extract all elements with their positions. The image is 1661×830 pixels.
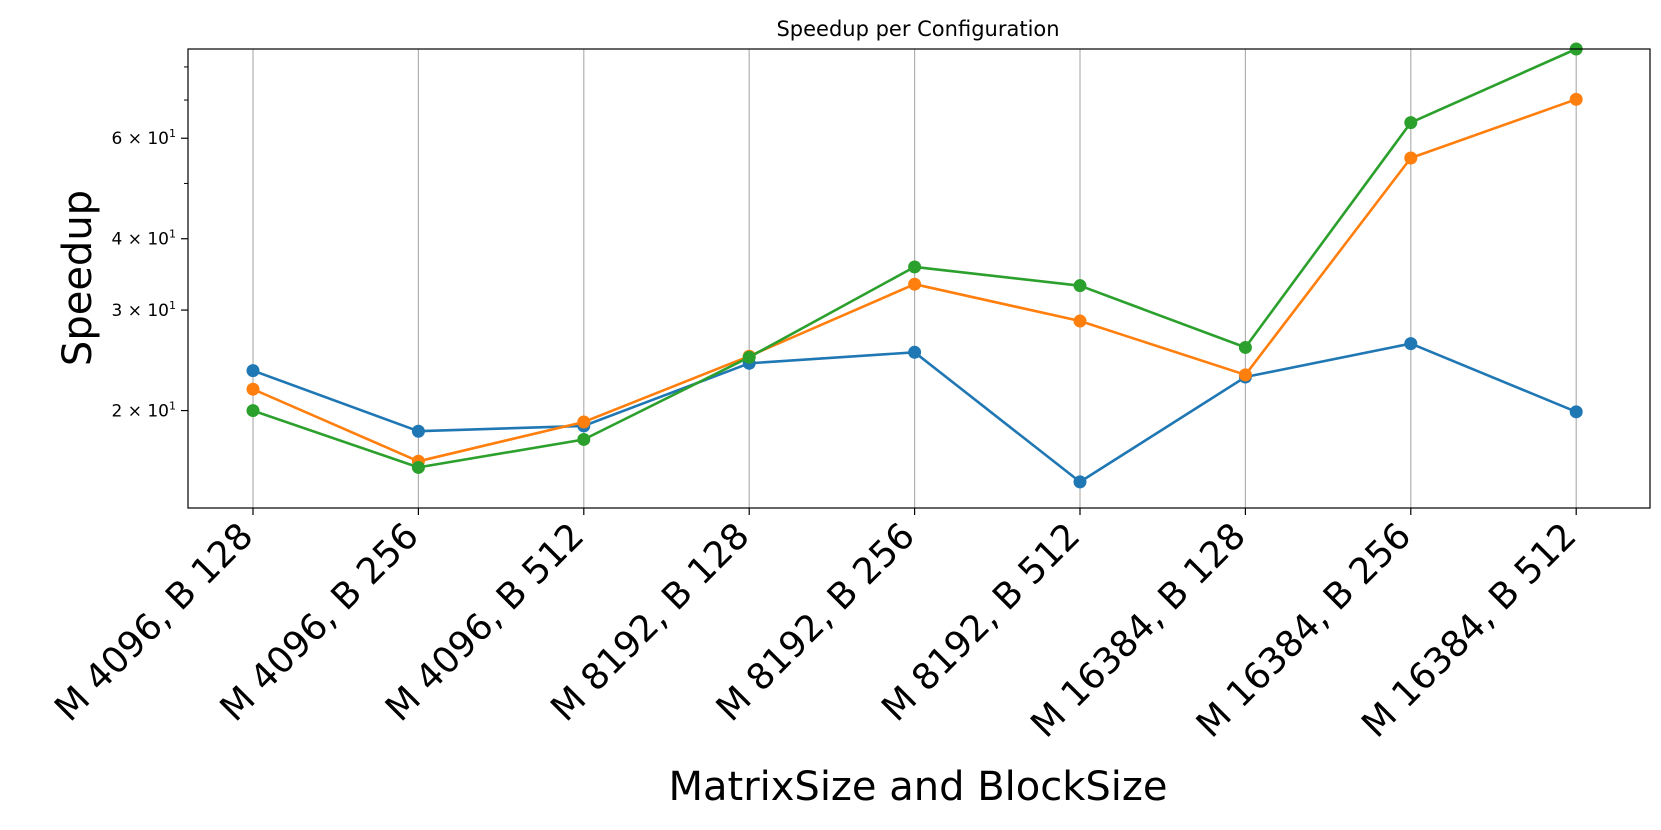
- series-1-point: [411, 424, 425, 438]
- series-3-point: [246, 404, 260, 418]
- series-3-point: [411, 460, 425, 474]
- y-tick-label: 2 × 101: [112, 400, 177, 422]
- series-2-point: [577, 415, 591, 429]
- y-axis: 2 × 101 3 × 101 4 × 101 6 × 101: [112, 66, 188, 422]
- y-tick-label: 6 × 101: [112, 127, 177, 149]
- x-axis-label: MatrixSize and BlockSize: [668, 764, 1167, 810]
- series-3-point: [1404, 116, 1418, 130]
- series-3-point: [1073, 279, 1087, 293]
- y-tick-label: 3 × 101: [112, 299, 177, 321]
- plot-frame: [187, 48, 1651, 509]
- series-2-point: [908, 277, 922, 291]
- series-1-point: [246, 364, 260, 378]
- series-2-point: [1569, 92, 1583, 106]
- y-axis-label: Speedup: [55, 190, 101, 366]
- series-3-point: [742, 350, 756, 364]
- series-2-point: [246, 382, 260, 396]
- series-layer: [246, 42, 1583, 489]
- y-tick-label: 4 × 101: [112, 228, 177, 250]
- chart-title: Speedup per Configuration: [776, 17, 1059, 41]
- series-2-point: [1404, 151, 1418, 165]
- series-3-point: [908, 260, 922, 274]
- series-1-point: [908, 345, 922, 359]
- series-2-point: [1073, 314, 1087, 328]
- series-3-point: [1238, 340, 1252, 354]
- series-1-point: [1404, 337, 1418, 351]
- series-3: [246, 42, 1583, 474]
- series-1-point: [1569, 405, 1583, 419]
- series-3-point: [577, 432, 591, 446]
- series-1-point: [1073, 475, 1087, 489]
- series-2-point: [1238, 368, 1252, 382]
